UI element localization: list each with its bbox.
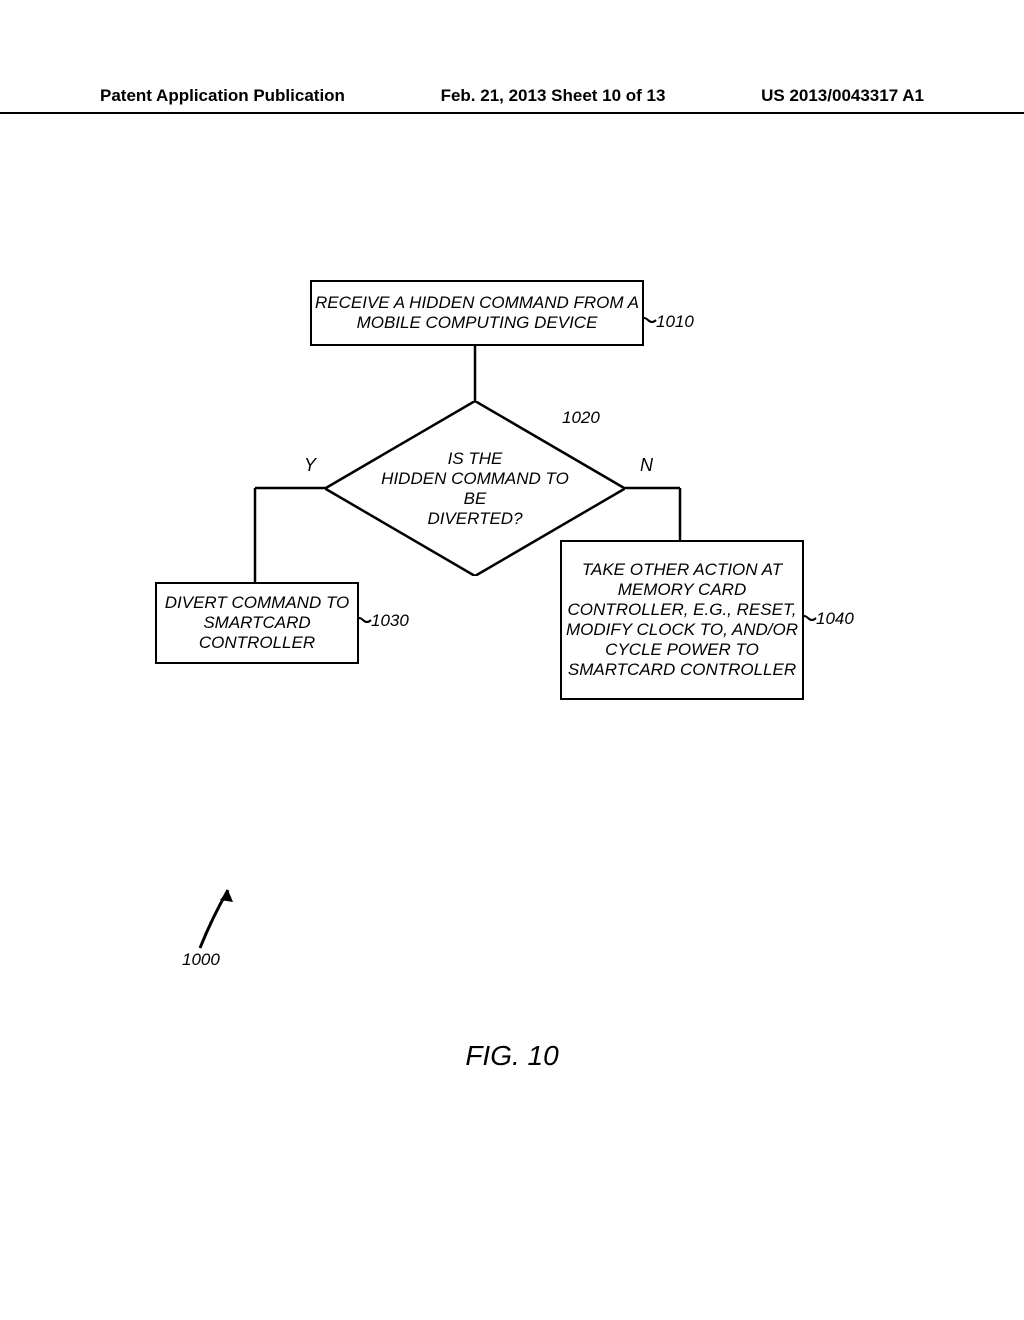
ref-1040: 1040	[816, 609, 854, 629]
node-text-line: CYCLE POWER TO	[605, 640, 759, 660]
ref-1020: 1020	[562, 408, 600, 428]
node-text-line: TAKE OTHER ACTION AT	[582, 560, 782, 580]
node-text-line: IS THE	[370, 449, 580, 469]
node-text-line: CONTROLLER, E.G., RESET,	[568, 600, 797, 620]
flowchart-diagram: RECEIVE A HIDDEN COMMAND FROM A MOBILE C…	[0, 260, 1024, 1060]
node-text-line: RECEIVE A HIDDEN COMMAND FROM A	[315, 293, 639, 313]
connectors	[0, 260, 1024, 1060]
node-text-line: MEMORY CARD	[618, 580, 746, 600]
node-text-line: HIDDEN COMMAND TO BE	[370, 469, 580, 509]
node-other-action: TAKE OTHER ACTION AT MEMORY CARD CONTROL…	[560, 540, 804, 700]
ref-1030: 1030	[371, 611, 409, 631]
header-center: Feb. 21, 2013 Sheet 10 of 13	[441, 86, 666, 106]
node-text-line: DIVERTED?	[370, 509, 580, 529]
node-text-line: MOBILE COMPUTING DEVICE	[357, 313, 598, 333]
header-right: US 2013/0043317 A1	[761, 86, 924, 106]
branch-yes: Y	[304, 455, 316, 476]
page-header: Patent Application Publication Feb. 21, …	[0, 86, 1024, 114]
node-text-line: SMARTCARD CONTROLLER	[568, 660, 796, 680]
node-text-line: DIVERT COMMAND TO	[165, 593, 350, 613]
node-text-line: SMARTCARD	[203, 613, 310, 633]
diamond-text: IS THE HIDDEN COMMAND TO BE DIVERTED?	[370, 449, 580, 529]
ref-1010: 1010	[656, 312, 694, 332]
figure-ref-1000: 1000	[182, 950, 220, 970]
node-text-line: CONTROLLER	[199, 633, 315, 653]
header-left: Patent Application Publication	[100, 86, 345, 106]
node-text-line: MODIFY CLOCK TO, AND/OR	[566, 620, 798, 640]
branch-no: N	[640, 455, 653, 476]
figure-caption: FIG. 10	[465, 1040, 558, 1072]
node-receive-command: RECEIVE A HIDDEN COMMAND FROM A MOBILE C…	[310, 280, 644, 346]
node-divert-command: DIVERT COMMAND TO SMARTCARD CONTROLLER	[155, 582, 359, 664]
